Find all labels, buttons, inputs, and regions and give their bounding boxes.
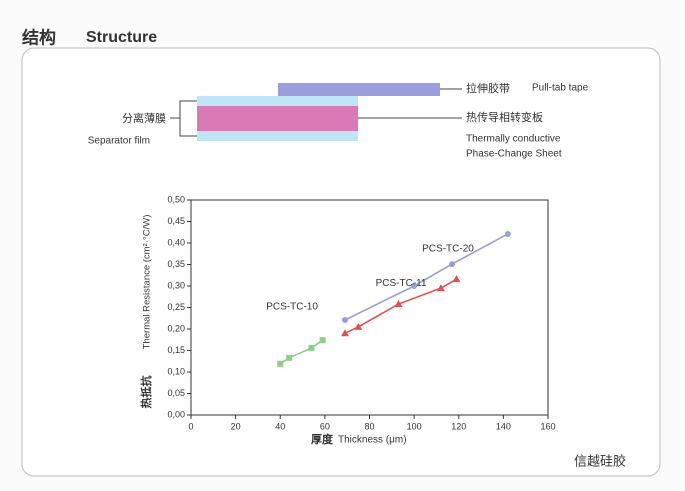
y-tick-label: 0,40: [167, 237, 185, 247]
marker: [452, 275, 461, 283]
marker: [504, 230, 511, 237]
y-tick-label: 0,05: [167, 388, 185, 398]
y-tick-label: 0,45: [167, 216, 185, 226]
x-tick-label: 160: [540, 421, 555, 431]
x-tick-label: 0: [188, 421, 193, 431]
x-axis-label-cn: 厚度: [311, 432, 334, 446]
title-cn: 结构: [22, 27, 56, 47]
x-tick-label: 120: [451, 421, 466, 431]
marker: [394, 300, 403, 308]
bracket: [170, 100, 197, 137]
y-tick-label: 0,35: [167, 259, 185, 269]
marker: [436, 284, 445, 292]
x-tick-label: 40: [275, 421, 285, 431]
y-tick-label: 0,15: [167, 345, 185, 355]
series-line: [344, 233, 509, 321]
y-tick-label: 0,25: [167, 302, 185, 312]
label: Phase-Change Sheet: [466, 149, 562, 160]
y-axis-label: Thermal Resistance (cm²·°C/W): [142, 215, 153, 350]
phase-change-sheet: [197, 106, 358, 131]
label: Pull-tab tape: [532, 83, 589, 94]
marker: [286, 354, 293, 361]
y-tick-label: 0,50: [167, 194, 185, 204]
y-tick-label: 0,30: [167, 280, 185, 290]
x-tick-label: 20: [231, 421, 241, 431]
label: 热传导相转变板: [466, 110, 543, 124]
series-label: PCS-TC-11: [376, 278, 427, 289]
series-label: PCS-TC-10: [266, 301, 318, 312]
marker: [319, 337, 326, 344]
x-tick-label: 140: [496, 421, 511, 431]
x-axis-label: Thickness (μm): [338, 435, 407, 446]
x-tick-label: 60: [320, 421, 330, 431]
series-label: PCS-TC-20: [422, 244, 474, 255]
x-tick-label: 100: [407, 421, 422, 431]
y-tick-label: 0,20: [167, 323, 185, 333]
y-axis-label-cn: 热抵抗: [139, 376, 153, 409]
label: 分离薄膜: [122, 111, 166, 125]
marker: [449, 261, 456, 268]
pull-tab-bar: [278, 83, 440, 96]
marker: [308, 344, 315, 351]
label: Separator film: [88, 136, 150, 147]
chart: Thermal Resistance (cm²·°C/W) 热抵抗 厚度 Thi…: [139, 194, 556, 446]
marker: [340, 329, 349, 337]
y-tick-label: 0,00: [167, 409, 185, 419]
marker: [277, 360, 284, 367]
y-tick-label: 0,10: [167, 366, 185, 376]
series-line: [279, 339, 324, 365]
marker: [354, 322, 363, 330]
x-tick-label: 80: [364, 421, 374, 431]
marker: [411, 283, 418, 289]
marker: [341, 316, 348, 323]
title-en: Structure: [86, 29, 157, 46]
watermark: 信越硅胶: [574, 453, 626, 468]
label: Thermally conductive: [466, 134, 561, 145]
label: 拉伸胶带: [466, 81, 510, 95]
